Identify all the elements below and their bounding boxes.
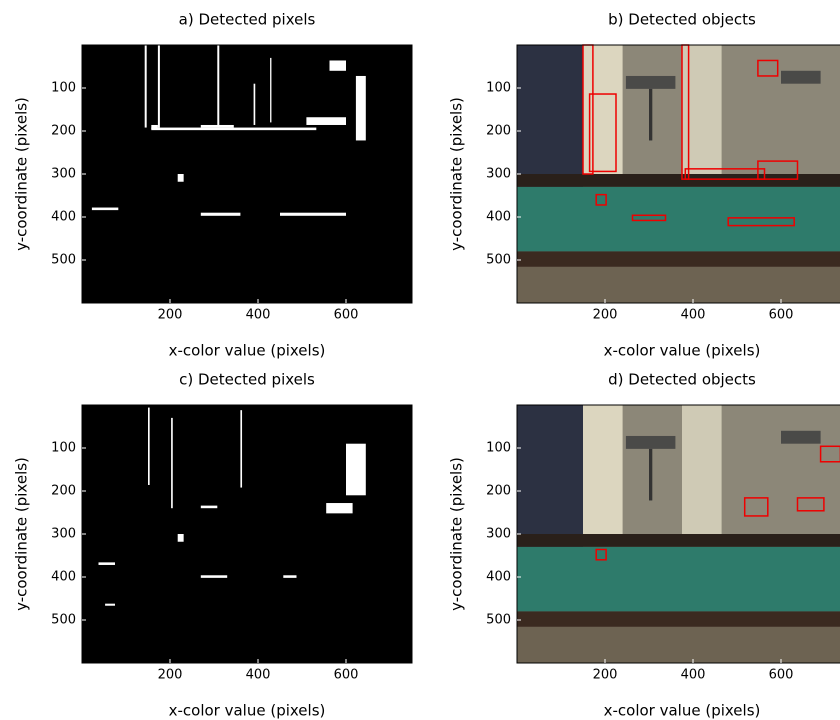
y-tick-label: 300 [486, 527, 511, 542]
detected-pixels [201, 506, 218, 509]
image-part [626, 436, 676, 449]
y-axis-label: y-coordinate (pixels) [448, 97, 466, 251]
y-tick-label: 100 [51, 441, 76, 456]
detected-pixels [326, 503, 352, 513]
detected-pixels [201, 213, 241, 216]
y-tick-label: 500 [486, 253, 511, 268]
x-tick-label: 600 [334, 308, 359, 323]
detected-pixels [356, 76, 366, 140]
y-axis-label: y-coordinate (pixels) [448, 457, 466, 611]
image-part [682, 405, 722, 534]
panel [82, 405, 412, 663]
x-tick-label: 600 [769, 308, 794, 323]
detected-pixels [201, 575, 227, 578]
image-part [517, 251, 840, 266]
y-tick-label: 300 [51, 527, 76, 542]
image-part [517, 547, 840, 612]
x-tick-label: 200 [158, 308, 183, 323]
x-tick-label: 200 [593, 668, 618, 683]
image-part [517, 405, 583, 547]
x-axis-label: x-color value (pixels) [169, 342, 326, 360]
panel [517, 405, 840, 663]
detected-pixels [151, 128, 316, 131]
y-tick-label: 300 [486, 167, 511, 182]
detected-pixels [145, 45, 147, 128]
y-tick-label: 100 [51, 81, 76, 96]
chart-title: a) Detected pixels [179, 11, 316, 29]
chart-title: b) Detected objects [608, 11, 756, 29]
y-tick-label: 200 [486, 484, 511, 499]
detected-pixels [105, 604, 115, 606]
detected-pixels [92, 208, 118, 211]
detected-pixels [201, 125, 234, 128]
image-part [517, 611, 840, 626]
y-tick-label: 400 [51, 210, 76, 225]
detected-pixels [217, 45, 219, 125]
x-tick-label: 600 [334, 668, 359, 683]
y-tick-label: 200 [51, 484, 76, 499]
chart-title: d) Detected objects [608, 371, 756, 389]
panel [517, 45, 840, 303]
x-axis-label: x-color value (pixels) [604, 342, 761, 360]
y-tick-label: 500 [51, 253, 76, 268]
image-part [781, 71, 821, 84]
image-part [517, 534, 840, 547]
x-tick-label: 400 [681, 308, 706, 323]
detected-pixels [148, 408, 150, 485]
image-part [781, 431, 821, 444]
detected-pixels [254, 84, 256, 125]
x-axis-label: x-color value (pixels) [169, 702, 326, 720]
image-part [517, 627, 840, 663]
detected-pixels [99, 562, 116, 565]
chart-title: c) Detected pixels [179, 371, 315, 389]
y-tick-label: 500 [51, 613, 76, 628]
image-part [517, 45, 583, 187]
x-tick-label: 200 [158, 668, 183, 683]
image-part [517, 174, 840, 187]
y-tick-label: 400 [486, 570, 511, 585]
x-tick-label: 400 [246, 308, 271, 323]
detected-pixels [158, 45, 160, 128]
image-part [517, 187, 840, 252]
detected-pixels [178, 174, 184, 182]
x-tick-label: 400 [681, 668, 706, 683]
x-tick-label: 600 [769, 668, 794, 683]
y-tick-label: 300 [51, 167, 76, 182]
detected-pixels [306, 117, 346, 125]
detected-pixels [283, 575, 296, 578]
detected-pixels [280, 213, 346, 216]
detected-pixels [346, 444, 366, 496]
detected-pixels [240, 410, 242, 487]
x-tick-label: 400 [246, 668, 271, 683]
detected-pixels [178, 534, 184, 542]
figure: 200 400 600 100 200 300 400 500 a) Detected pixe… [0, 0, 840, 720]
image-part [583, 405, 623, 534]
detected-pixels [270, 58, 271, 123]
detected-pixels [171, 418, 173, 508]
panel [82, 45, 412, 303]
x-tick-label: 200 [593, 308, 618, 323]
image-part [649, 449, 652, 501]
y-tick-label: 400 [486, 210, 511, 225]
y-tick-label: 400 [51, 570, 76, 585]
y-tick-label: 500 [486, 613, 511, 628]
image-part [626, 76, 676, 89]
y-tick-label: 100 [486, 81, 511, 96]
y-tick-label: 200 [486, 124, 511, 139]
x-axis-label: x-color value (pixels) [604, 702, 761, 720]
image-part [517, 267, 840, 303]
y-tick-label: 100 [486, 441, 511, 456]
y-axis-label: y-coordinate (pixels) [13, 457, 31, 611]
y-axis-label: y-coordinate (pixels) [13, 97, 31, 251]
image-part [649, 89, 652, 141]
detected-pixels [330, 60, 347, 70]
y-tick-label: 200 [51, 124, 76, 139]
